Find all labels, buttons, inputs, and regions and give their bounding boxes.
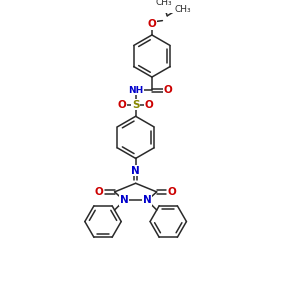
- Text: O: O: [148, 20, 156, 29]
- Text: CH₃: CH₃: [155, 0, 172, 7]
- Text: O: O: [95, 187, 104, 197]
- Text: N: N: [143, 196, 152, 206]
- Text: NH: NH: [128, 86, 143, 95]
- Text: N: N: [120, 196, 128, 206]
- Text: N: N: [131, 166, 140, 176]
- Text: CH₃: CH₃: [174, 4, 191, 14]
- Text: S: S: [132, 100, 140, 110]
- Text: O: O: [118, 100, 127, 110]
- Text: O: O: [145, 100, 153, 110]
- Text: O: O: [164, 85, 172, 95]
- Text: O: O: [168, 187, 176, 197]
